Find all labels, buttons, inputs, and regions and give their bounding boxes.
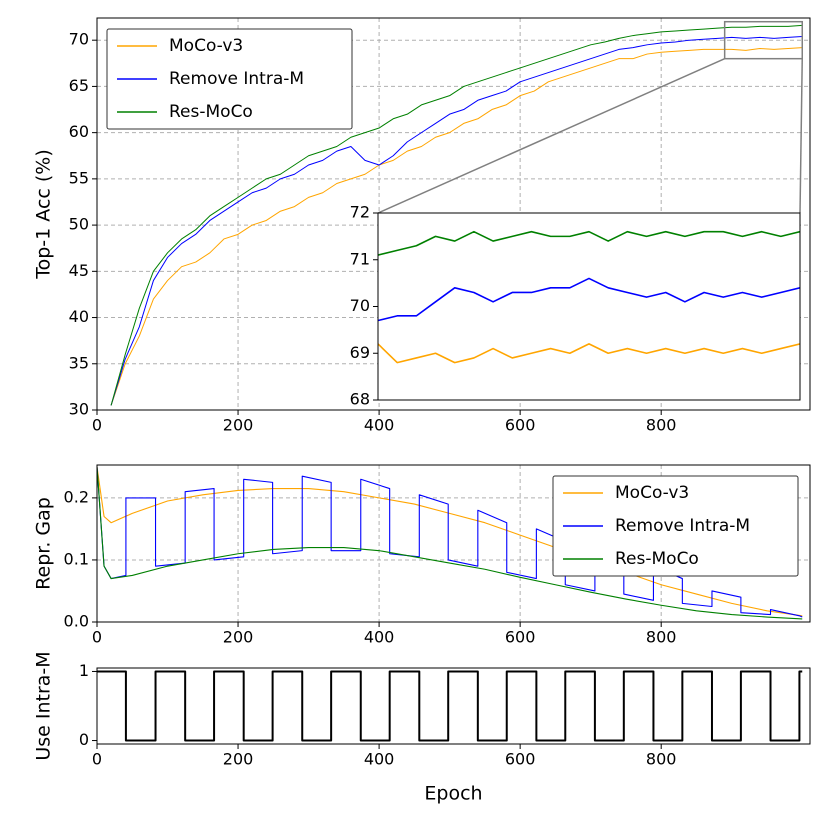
y-axis-label: Top-1 Acc (%) bbox=[33, 149, 55, 280]
y-tick-label: 69 bbox=[350, 343, 370, 362]
y-tick-label: 70 bbox=[69, 30, 89, 49]
y-tick-label: 30 bbox=[69, 400, 89, 419]
series-line bbox=[378, 230, 800, 256]
legend-label: Remove Intra-M bbox=[615, 516, 750, 536]
series-line bbox=[110, 47, 803, 406]
y-tick-label: 0.1 bbox=[64, 549, 89, 568]
x-axis-label: Epoch bbox=[424, 783, 482, 805]
series-line bbox=[97, 466, 803, 620]
x-tick-label: 200 bbox=[223, 750, 254, 769]
x-tick-label: 400 bbox=[364, 628, 395, 647]
x-tick-label: 800 bbox=[646, 628, 677, 647]
axes-frame bbox=[96, 667, 811, 745]
plot-area bbox=[97, 668, 810, 744]
x-tick-label: 0 bbox=[92, 750, 102, 769]
x-tick-label: 600 bbox=[505, 416, 536, 435]
zoom-connector bbox=[799, 58, 803, 214]
x-tick-label: 0 bbox=[92, 628, 102, 647]
x-tick-label: 200 bbox=[223, 628, 254, 647]
y-tick-label: 70 bbox=[350, 296, 370, 315]
x-tick-label: 800 bbox=[646, 416, 677, 435]
x-tick-label: 200 bbox=[223, 416, 254, 435]
x-tick-label: 600 bbox=[505, 750, 536, 769]
zoom-box bbox=[723, 20, 803, 60]
series-line bbox=[110, 35, 803, 406]
series-line bbox=[97, 670, 803, 742]
series-line bbox=[378, 277, 800, 322]
y-tick-label: 0.2 bbox=[64, 487, 89, 506]
y-tick-label: 71 bbox=[350, 249, 370, 268]
y-tick-label: 1 bbox=[79, 661, 89, 680]
y-tick-label: 55 bbox=[69, 168, 89, 187]
series-line bbox=[378, 343, 800, 364]
series-line bbox=[97, 466, 803, 618]
x-tick-label: 0 bbox=[92, 416, 102, 435]
axes-frame bbox=[96, 464, 811, 623]
y-tick-label: 68 bbox=[350, 390, 370, 409]
legend-box bbox=[552, 475, 799, 577]
legend-label: Res-MoCo bbox=[169, 102, 253, 122]
plot-area bbox=[378, 213, 800, 400]
y-tick-label: 45 bbox=[69, 261, 89, 280]
x-tick-label: 600 bbox=[505, 628, 536, 647]
y-tick-label: 65 bbox=[69, 76, 89, 95]
axes-frame bbox=[377, 212, 801, 401]
y-tick-label: 40 bbox=[69, 307, 89, 326]
legend-label: MoCo-v3 bbox=[169, 36, 243, 56]
x-tick-label: 400 bbox=[364, 416, 395, 435]
x-tick-label: 400 bbox=[364, 750, 395, 769]
y-tick-label: 35 bbox=[69, 353, 89, 372]
y-axis-label: Use Intra-M bbox=[33, 651, 55, 760]
x-tick-label: 800 bbox=[646, 750, 677, 769]
zoom-connector bbox=[377, 57, 725, 214]
series-line bbox=[110, 24, 803, 406]
y-tick-label: 50 bbox=[69, 215, 89, 234]
y-tick-label: 60 bbox=[69, 122, 89, 141]
axes-frame bbox=[96, 17, 811, 411]
legend-box bbox=[106, 28, 353, 130]
y-axis-label: Repr. Gap bbox=[33, 497, 55, 590]
legend-label: Res-MoCo bbox=[615, 549, 699, 569]
legend-label: MoCo-v3 bbox=[615, 483, 689, 503]
legend-label: Remove Intra-M bbox=[169, 69, 304, 89]
y-tick-label: 0.0 bbox=[64, 612, 89, 631]
y-tick-label: 0 bbox=[79, 730, 89, 749]
y-tick-label: 72 bbox=[350, 203, 370, 222]
